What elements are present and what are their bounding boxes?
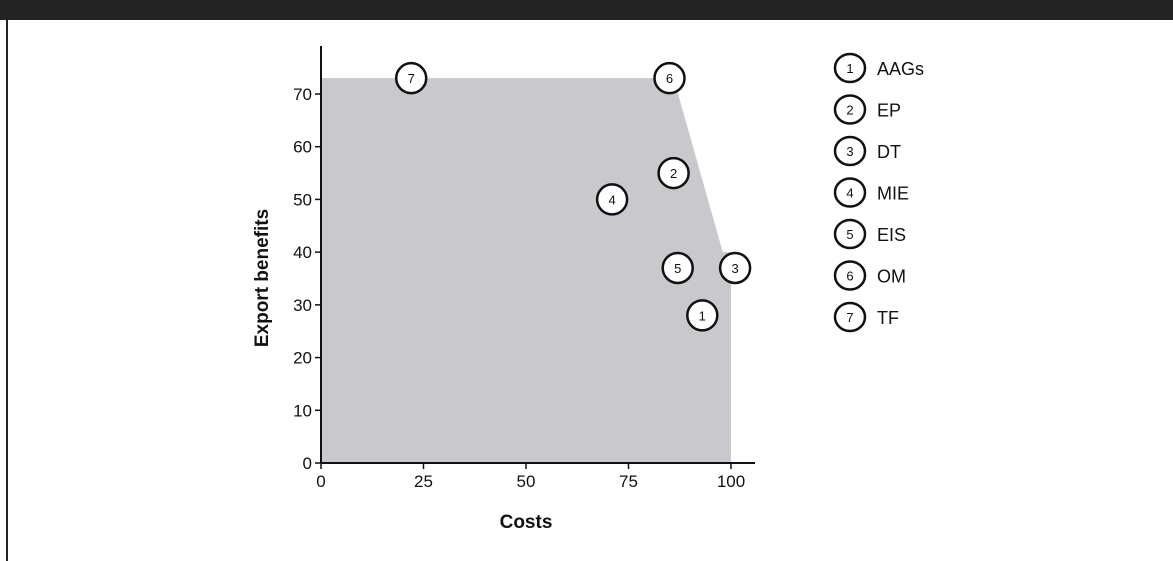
left-frame-rule bbox=[6, 20, 8, 561]
legend-label: DT bbox=[877, 142, 901, 162]
point-circle bbox=[595, 183, 629, 216]
point-id: 6 bbox=[666, 71, 673, 86]
x-axis-ticks: 0 25 50 75 100 bbox=[316, 463, 745, 491]
legend-item-1: 1 AAGs bbox=[833, 52, 924, 84]
point-circle bbox=[718, 251, 752, 285]
point-marker-2: 2 bbox=[657, 156, 690, 190]
point-marker-5: 5 bbox=[661, 251, 694, 285]
point-circle bbox=[394, 61, 428, 95]
y-tick-label: 0 bbox=[303, 454, 312, 473]
y-tick-label: 70 bbox=[293, 85, 312, 104]
y-tick-label: 20 bbox=[293, 349, 312, 368]
point-circle bbox=[686, 299, 719, 332]
legend-circle bbox=[833, 260, 867, 291]
legend-label: TF bbox=[877, 308, 899, 328]
point-id: 5 bbox=[674, 261, 681, 276]
legend-circle bbox=[833, 218, 867, 250]
x-axis-title: Costs bbox=[500, 512, 553, 533]
y-axis-ticks: 0 10 20 30 40 50 60 70 bbox=[293, 85, 321, 473]
x-tick-label: 50 bbox=[517, 472, 536, 491]
legend-id: 5 bbox=[846, 227, 853, 242]
point-id: 1 bbox=[699, 308, 706, 323]
legend-id: 6 bbox=[846, 269, 853, 284]
point-id: 2 bbox=[670, 166, 677, 181]
legend-circle bbox=[833, 135, 867, 167]
point-marker-7: 7 bbox=[394, 61, 428, 95]
legend-label: MIE bbox=[877, 184, 909, 204]
y-axis-title: Export benefits bbox=[252, 209, 273, 347]
x-tick-label: 0 bbox=[316, 472, 325, 491]
legend-id: 2 bbox=[846, 103, 853, 118]
point-marker-6: 6 bbox=[653, 61, 686, 95]
legend-item-5: 5 EIS bbox=[833, 218, 906, 250]
point-id: 4 bbox=[608, 192, 615, 207]
x-tick-label: 100 bbox=[717, 472, 745, 491]
legend-id: 7 bbox=[846, 310, 853, 325]
y-tick-label: 30 bbox=[293, 296, 312, 315]
legend: 1 AAGs 2 EP 3 DT 4 MIE 5 EIS 6 OM 7 TF bbox=[833, 52, 924, 333]
point-marker-4: 4 bbox=[595, 183, 629, 216]
legend-item-6: 6 OM bbox=[833, 260, 906, 291]
feasible-region bbox=[321, 78, 731, 463]
legend-id: 1 bbox=[846, 61, 853, 76]
y-tick-label: 60 bbox=[293, 138, 312, 157]
x-tick-label: 75 bbox=[619, 472, 638, 491]
point-id: 3 bbox=[731, 261, 738, 276]
y-tick-label: 50 bbox=[293, 190, 312, 209]
chart-marks: 1 2 3 4 5 6 7 bbox=[394, 61, 752, 332]
point-circle bbox=[661, 251, 694, 285]
y-tick-label: 40 bbox=[293, 243, 312, 262]
top-frame-band bbox=[0, 0, 1173, 20]
legend-label: AAGs bbox=[877, 59, 924, 79]
legend-circle bbox=[833, 301, 867, 333]
legend-item-2: 2 EP bbox=[833, 94, 901, 125]
x-tick-label: 25 bbox=[414, 472, 433, 491]
point-marker-1: 1 bbox=[686, 299, 719, 332]
legend-label: EP bbox=[877, 101, 901, 121]
point-circle bbox=[657, 156, 690, 190]
point-id: 7 bbox=[408, 71, 415, 86]
legend-id: 3 bbox=[846, 144, 853, 159]
legend-label: OM bbox=[877, 267, 906, 287]
y-tick-label: 10 bbox=[293, 401, 312, 420]
legend-item-4: 4 MIE bbox=[833, 177, 909, 208]
point-marker-3: 3 bbox=[718, 251, 752, 285]
legend-circle bbox=[833, 177, 867, 208]
legend-id: 4 bbox=[846, 186, 853, 201]
legend-item-7: 7 TF bbox=[833, 301, 899, 333]
legend-label: EIS bbox=[877, 225, 906, 245]
legend-circle bbox=[833, 52, 867, 84]
point-circle bbox=[653, 61, 686, 95]
legend-item-3: 3 DT bbox=[833, 135, 901, 167]
legend-circle bbox=[833, 94, 867, 125]
